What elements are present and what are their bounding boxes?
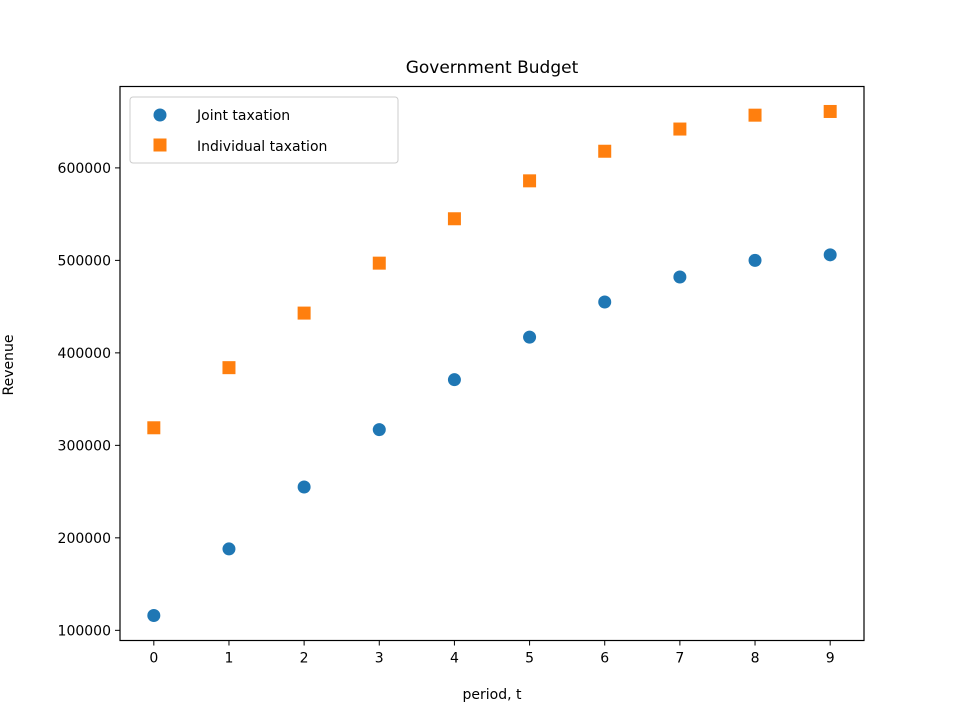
x-tick-label: 7 — [675, 651, 684, 667]
data-point — [372, 256, 386, 270]
data-point — [823, 248, 837, 262]
y-tick-label: 300000 — [58, 438, 111, 454]
x-tick-label: 4 — [450, 651, 459, 667]
x-tick-label: 9 — [826, 651, 835, 667]
data-point — [297, 480, 311, 494]
y-axis-ticks: 100000 200000 300000 400000 500000 600000 — [58, 161, 120, 639]
series-individual-taxation — [147, 104, 837, 435]
legend: Joint taxation Individual taxation — [129, 96, 399, 164]
y-tick-label: 200000 — [58, 531, 111, 547]
plot-area-frame — [119, 85, 865, 642]
data-point — [297, 306, 311, 320]
legend-box — [129, 96, 399, 164]
x-tick-label: 8 — [751, 651, 760, 667]
data-point — [222, 542, 236, 556]
data-point — [598, 295, 612, 309]
data-series — [147, 104, 837, 623]
legend-marker-joint-taxation — [153, 108, 167, 122]
data-point — [447, 373, 461, 387]
data-point — [523, 330, 537, 344]
x-tick-label: 1 — [225, 651, 234, 667]
y-tick-label: 400000 — [58, 346, 111, 362]
legend-label-joint-taxation: Joint taxation — [196, 108, 290, 124]
y-tick-label: 100000 — [58, 623, 111, 639]
data-point — [147, 421, 161, 435]
data-point — [222, 361, 236, 375]
data-point — [673, 122, 687, 136]
x-tick-label: 5 — [525, 651, 534, 667]
x-tick-label: 6 — [600, 651, 609, 667]
legend-marker-individual-taxation — [153, 138, 167, 152]
x-axis-ticks: 0 1 2 3 4 5 6 7 8 9 — [149, 640, 835, 667]
chart-title: Government Budget — [406, 58, 579, 78]
data-point — [447, 212, 461, 226]
data-point — [523, 174, 537, 188]
x-axis-label: period, t — [463, 687, 522, 703]
data-point — [147, 609, 161, 623]
x-tick-label: 3 — [375, 651, 384, 667]
y-tick-label: 500000 — [58, 253, 111, 269]
data-point — [748, 108, 762, 122]
data-point — [673, 270, 687, 284]
data-point — [598, 144, 612, 158]
y-axis-label: Revenue — [1, 335, 17, 396]
data-point — [748, 253, 762, 267]
x-tick-label: 2 — [300, 651, 309, 667]
data-point — [372, 423, 386, 437]
data-point — [823, 104, 837, 118]
x-tick-label: 0 — [149, 651, 158, 667]
y-tick-label: 600000 — [58, 161, 111, 177]
legend-label-individual-taxation: Individual taxation — [197, 139, 327, 155]
series-joint-taxation — [147, 248, 837, 623]
